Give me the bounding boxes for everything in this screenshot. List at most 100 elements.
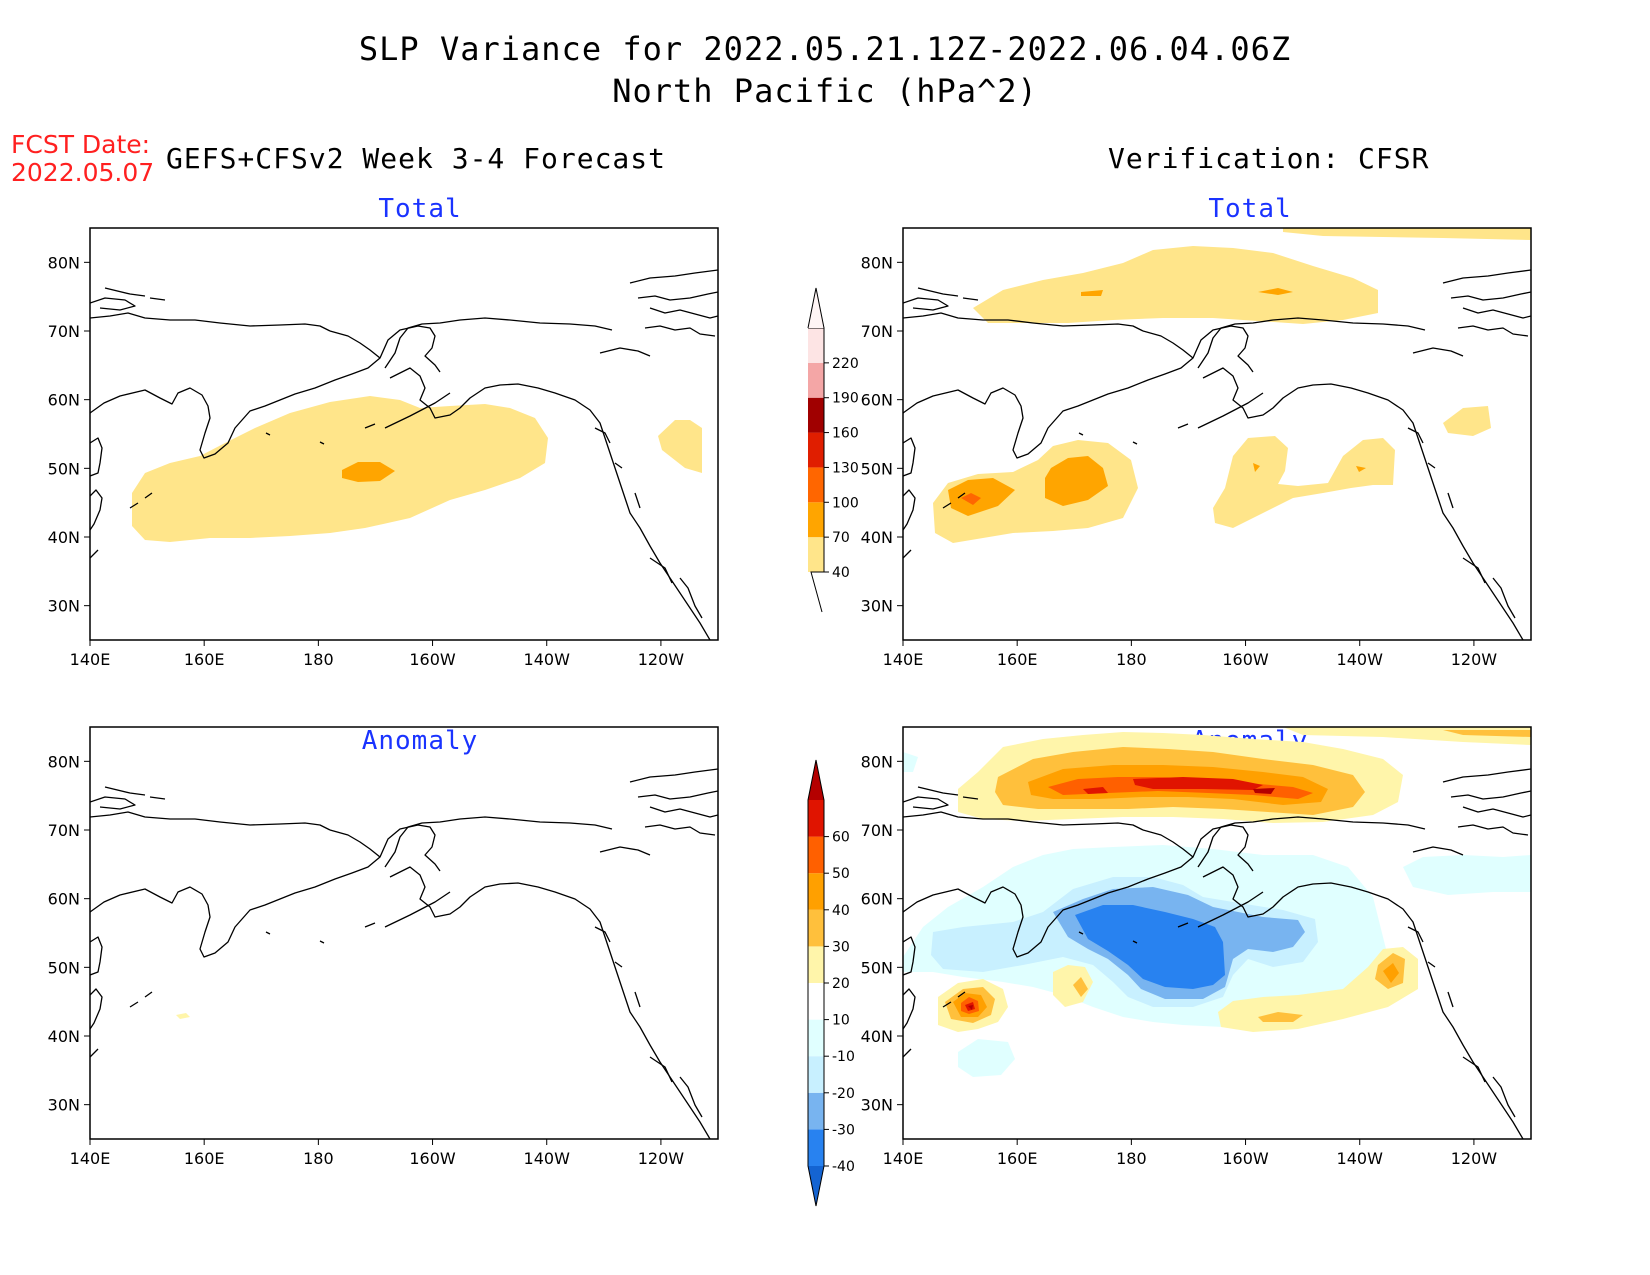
anomaly-colorbar-label-6: 30: [832, 939, 850, 955]
verif-anomaly-lon-label-2: 180: [1116, 1149, 1147, 1168]
verif-total-lon-label-0: 140E: [883, 650, 924, 669]
verif-anomaly-lat-label-2: 60N: [861, 890, 893, 909]
verif-total-contour-10: [1253, 463, 1260, 472]
fcst-total-contour-0: [132, 396, 548, 542]
total-colorbar-label-4: 160: [832, 426, 859, 442]
verif-anomaly-lon-label-3: 160W: [1222, 1149, 1269, 1168]
fcst-total-lat-label-4: 40N: [48, 528, 80, 547]
map-panel-fcst-total: 80N 70N 60N 50N 40N 30N 140E 160E 180 160W 140W 120…: [48, 227, 719, 669]
verif-anomaly-lon-label-5: 120W: [1451, 1149, 1498, 1168]
anomaly-colorbar-label-7: 40: [832, 903, 850, 919]
verif-total-coastline: [903, 269, 1531, 640]
verif-total-lat-label-5: 30N: [861, 597, 893, 616]
panel-title-fcst-total: Total: [378, 194, 462, 224]
main-title: SLP Variance for 2022.05.21.12Z-2022.06.…: [358, 30, 1292, 68]
verif-anomaly-lat-label-1: 70N: [861, 821, 893, 840]
anomaly-colorbar-label-4: 10: [832, 1013, 850, 1029]
anomaly-colorbar-label-9: 60: [832, 830, 850, 846]
verif-total-contour-5: [948, 478, 1015, 516]
map-panel-verif-anomaly: 80N 70N 60N 50N 40N 30N 140E 160E 180 160W 140W 120…: [861, 726, 1532, 1168]
total-colorbar: 40 70 100 130 160 190 220: [807, 287, 859, 613]
map-panel-verif-total: 80N 70N 60N 50N 40N 30N 140E 160E 180 160W 140W 120…: [861, 227, 1532, 669]
fcst-date-label: FCST Date:: [11, 130, 151, 159]
verif-anomaly-contour-15: [1073, 977, 1088, 997]
total-colorbar-swatch-2: [808, 467, 824, 503]
fcst-total-frame: [89, 227, 719, 641]
verif-total-contour-9: [1258, 288, 1293, 295]
verif-total-contour-7: [961, 493, 981, 505]
total-colorbar-label-3: 130: [832, 460, 859, 476]
verif-total-contour-3: [1213, 436, 1395, 528]
anomaly-colorbar-arrow-high: [808, 760, 824, 800]
verif-anomaly-lat-label-3: 50N: [861, 958, 893, 977]
verif-total-lat-label-2: 60N: [861, 391, 893, 410]
anomaly-colorbar-label-8: 50: [832, 866, 850, 882]
fcst-total-lat-label-1: 70N: [48, 322, 80, 341]
verif-anomaly-contour-17: [1443, 730, 1531, 737]
anomaly-colorbar-swatch-3: [808, 1056, 824, 1093]
total-colorbar-swatch-5: [808, 362, 824, 398]
fcst-total-contour-1: [658, 420, 702, 473]
verif-total-lon-label-2: 180: [1116, 650, 1147, 669]
verif-anomaly-lon-label-4: 140W: [1337, 1149, 1384, 1168]
fcst-anomaly-lon-label-3: 160W: [409, 1149, 456, 1168]
total-colorbar-label-5: 190: [832, 391, 859, 407]
verif-total-contour-4: [1443, 406, 1491, 436]
anomaly-colorbar: -40 -30 -20 -10 10 20 30 40 50 60: [807, 759, 855, 1207]
fcst-anomaly-lat-label-3: 50N: [48, 958, 80, 977]
fcst-anomaly-lon-label-0: 140E: [70, 1149, 111, 1168]
anomaly-colorbar-label-1: -30: [832, 1122, 855, 1138]
verif-total-contour-0: [973, 246, 1378, 324]
verif-anomaly-lon-label-1: 160E: [997, 1149, 1038, 1168]
fcst-anomaly-lon-label-2: 180: [303, 1149, 334, 1168]
verif-anomaly-lon-label-0: 140E: [883, 1149, 924, 1168]
anomaly-colorbar-label-0: -40: [832, 1159, 855, 1175]
anomaly-colorbar-swatch-1: [808, 1129, 824, 1166]
verif-total-lon-label-5: 120W: [1451, 650, 1498, 669]
fcst-total-contour-2: [342, 462, 395, 482]
anomaly-colorbar-label-2: -20: [832, 1086, 855, 1102]
fcst-total-lat-label-0: 80N: [48, 253, 80, 272]
fcst-total-lon-label-4: 140W: [524, 650, 571, 669]
fcst-total-lon-label-1: 160E: [184, 650, 225, 669]
verification-heading: Verification: CFSR: [1108, 142, 1430, 175]
anomaly-colorbar-swatch-9: [808, 836, 824, 874]
fcst-anomaly-frame: [89, 726, 719, 1140]
fcst-total-lat-label-3: 50N: [48, 459, 80, 478]
anomaly-colorbar-swatch-2: [808, 1092, 824, 1130]
verif-total-lon-label-3: 160W: [1222, 650, 1269, 669]
fcst-total-lon-label-2: 180: [303, 650, 334, 669]
verif-total-lon-label-1: 160E: [997, 650, 1038, 669]
total-colorbar-swatch-0: [808, 537, 824, 572]
total-colorbar-swatch-4: [808, 397, 824, 433]
fcst-anomaly-lat-label-2: 60N: [48, 890, 80, 909]
fcst-date-value: 2022.05.07: [11, 158, 155, 187]
verif-total-contour-6: [1045, 456, 1108, 506]
anomaly-colorbar-swatch-8: [808, 873, 824, 910]
fcst-total-lat-label-2: 60N: [48, 391, 80, 410]
anomaly-colorbar-arrow-low: [808, 1166, 824, 1206]
verif-anomaly-lat-label-5: 30N: [861, 1096, 893, 1115]
verif-anomaly-contour-27: [968, 1005, 973, 1010]
anomaly-colorbar-label-5: 20: [832, 976, 850, 992]
verif-total-lat-label-1: 70N: [861, 322, 893, 341]
anomaly-colorbar-swatch-4: [808, 1019, 824, 1057]
total-colorbar-label-0: 40: [832, 565, 850, 581]
total-colorbar-arrow: [807, 287, 825, 329]
verif-total-lat-label-0: 80N: [861, 253, 893, 272]
total-colorbar-label-6: 220: [832, 356, 859, 372]
verif-anomaly-contour-3: [903, 752, 918, 772]
verif-anomaly-lat-label-4: 40N: [861, 1027, 893, 1046]
verif-anomaly-contour-26: [1253, 788, 1275, 794]
fcst-anomaly-lat-label-1: 70N: [48, 821, 80, 840]
fcst-anomaly-lat-label-5: 30N: [48, 1096, 80, 1115]
verif-total-frame: [902, 227, 1532, 641]
fcst-anomaly-lon-label-1: 160E: [184, 1149, 225, 1168]
forecast-heading: GEFS+CFSv2 Week 3-4 Forecast: [166, 142, 667, 175]
main-subtitle: North Pacific (hPa^2): [612, 72, 1038, 110]
verif-anomaly-contour-20: [1383, 963, 1399, 983]
verif-anomaly-contour-23: [1133, 777, 1263, 790]
verif-total-lat-label-4: 40N: [861, 528, 893, 547]
fcst-anomaly-lat-label-0: 80N: [48, 752, 80, 771]
anomaly-colorbar-swatch-10: [808, 800, 824, 837]
